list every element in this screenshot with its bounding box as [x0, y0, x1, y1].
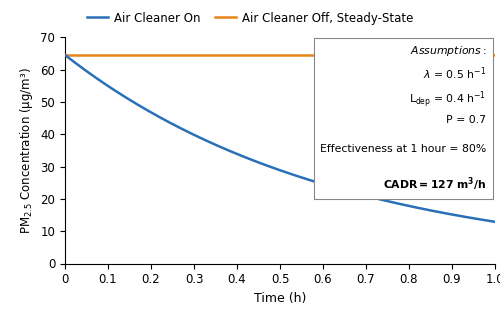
Y-axis label: PM$_{2.5}$ Concentration (μg/m³): PM$_{2.5}$ Concentration (μg/m³) — [18, 67, 35, 234]
X-axis label: Time (h): Time (h) — [254, 292, 306, 305]
Legend: Air Cleaner On, Air Cleaner Off, Steady-State: Air Cleaner On, Air Cleaner Off, Steady-… — [82, 7, 418, 29]
Text: $\it{Assumptions:}$
$\lambda$ = 0.5 h$^{-1}$
L$_{\rm dep}$ = 0.4 h$^{-1}$
P = 0.: $\it{Assumptions:}$ $\lambda$ = 0.5 h$^{… — [320, 44, 486, 193]
